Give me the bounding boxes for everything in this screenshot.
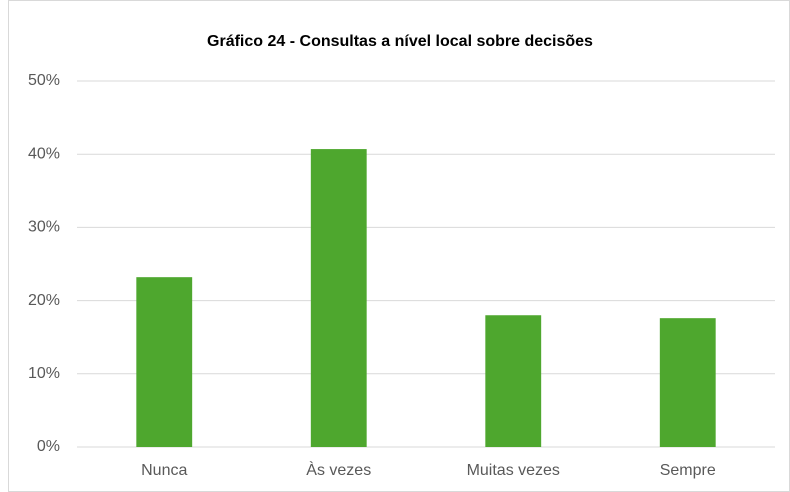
y-tick-label: 40% [28,145,60,162]
x-tick-label: Sempre [660,462,716,479]
x-tick-label: Nunca [141,462,187,479]
bar [485,315,542,447]
y-tick-label: 20% [28,292,60,309]
chart-title: Gráfico 24 - Consultas a nível local sob… [207,33,593,50]
bar [659,318,716,447]
y-tick-label: 0% [37,438,60,455]
bar [136,277,193,447]
y-tick-label: 10% [28,365,60,382]
y-tick-label: 50% [28,72,60,89]
y-tick-label: 30% [28,219,60,236]
x-tick-label: Às vezes [306,460,371,479]
x-tick-label: Muitas vezes [467,462,560,479]
bar [310,149,367,448]
